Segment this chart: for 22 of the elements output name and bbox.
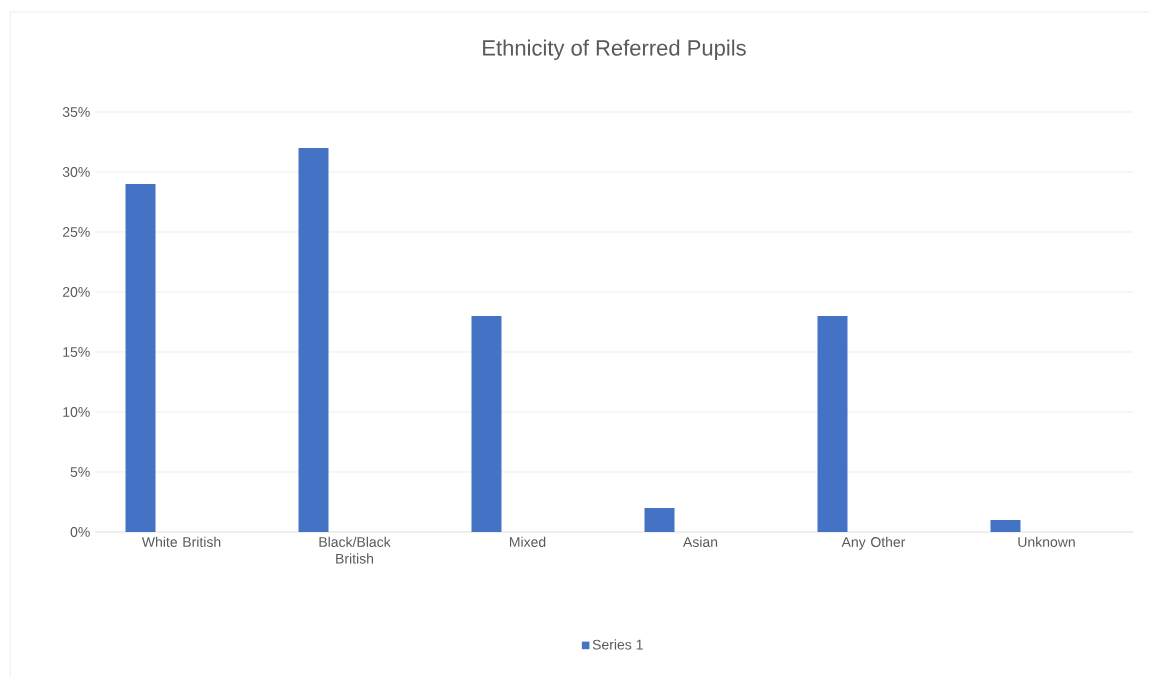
legend-label: Series 1 [592,639,643,650]
y-tick-label: 15% [63,347,90,357]
y-tick-label: 5% [70,467,90,477]
y-tick-label: 30% [62,167,90,177]
x-tick-label: White British [141,536,221,547]
bar [817,315,848,532]
y-tick-label: 25% [62,227,90,237]
bar [298,147,329,532]
x-tick-label: Black/Black British [319,536,391,564]
x-tick-label: Asian [683,536,718,547]
chart-title: Ethnicity of Referred Pupils [483,39,746,61]
y-tick-label: 35% [62,107,90,117]
x-tick-label: Any Other [841,536,906,550]
x-tick-label: Unknown [1018,536,1075,547]
bar [990,519,1021,532]
y-tick-label: 0% [70,527,90,537]
bar [471,315,502,532]
y-tick-label: 10% [63,407,90,417]
bar [125,183,156,532]
x-tick-label: Mixed [509,536,546,547]
bar [644,507,675,532]
y-tick-label: 20% [62,287,90,297]
